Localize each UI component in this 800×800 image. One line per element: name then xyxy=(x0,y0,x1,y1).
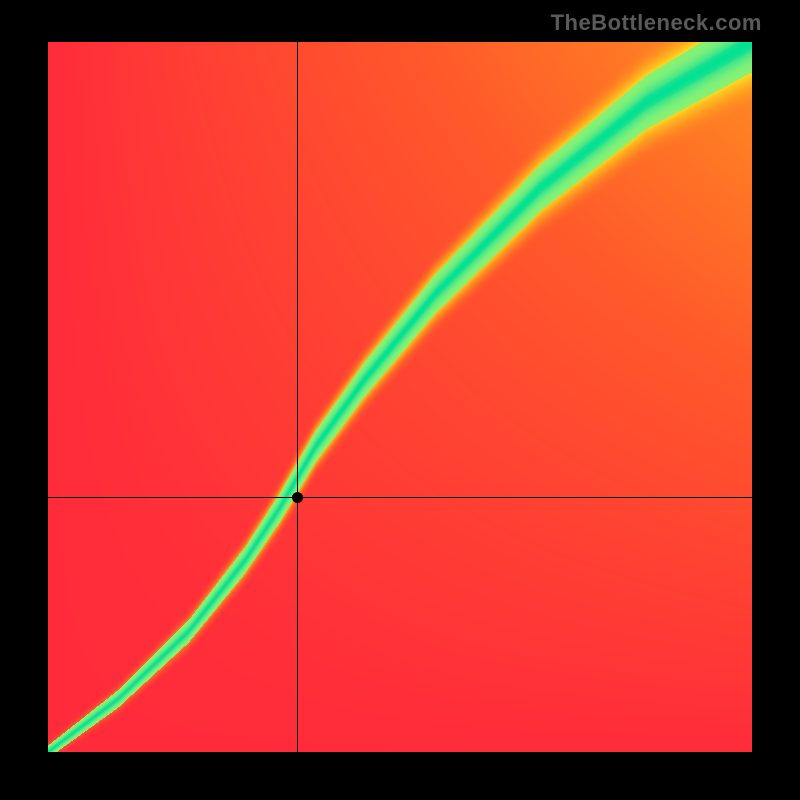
heatmap-plot xyxy=(48,42,752,752)
watermark-text: TheBottleneck.com xyxy=(551,10,762,36)
heatmap-canvas xyxy=(48,42,752,752)
chart-frame: TheBottleneck.com xyxy=(0,0,800,800)
